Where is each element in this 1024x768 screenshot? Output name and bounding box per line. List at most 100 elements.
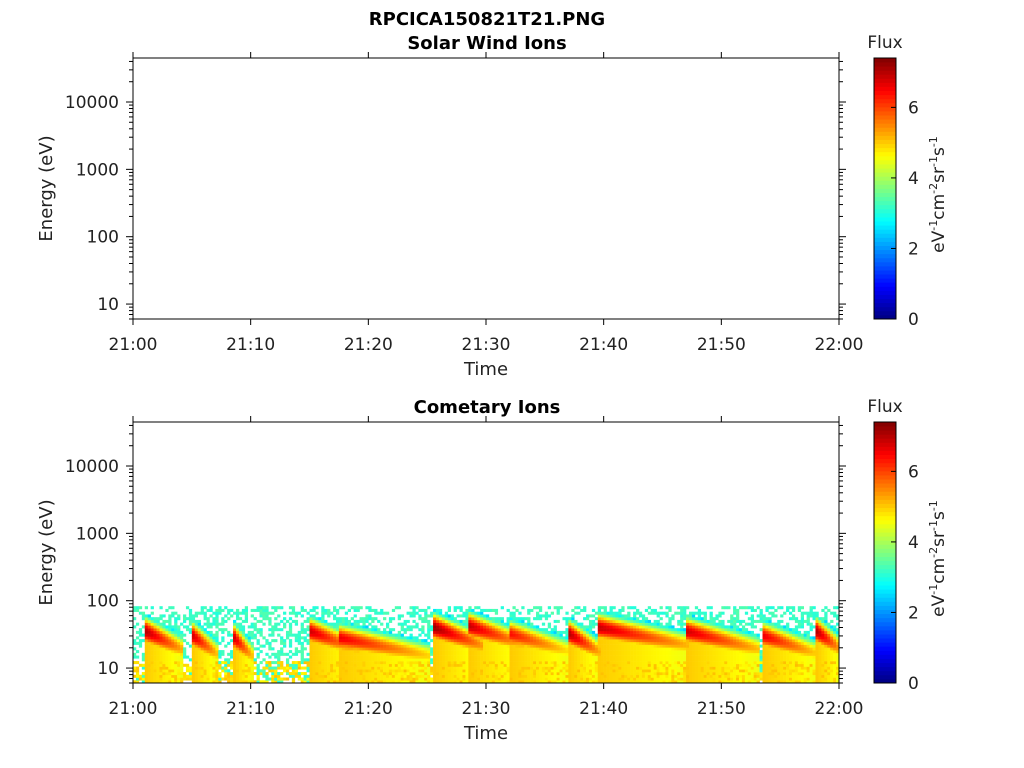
heatmap-cell [259,611,263,615]
heatmap-cell [430,677,434,681]
heatmap-cell [315,652,319,656]
heatmap-cell [686,628,690,632]
heatmap-cell [294,636,299,640]
heatmap-cell [153,680,157,684]
heatmap-cell [609,644,613,648]
heatmap-cell [391,663,396,667]
heatmap-cell [338,636,343,640]
heatmap-cell [591,677,596,681]
heatmap-cell [541,633,546,637]
heatmap-cell [580,622,584,626]
heatmap-cell [659,644,663,648]
heatmap-cell [586,617,590,621]
heatmap-cell [159,672,163,676]
heatmap-cell [527,641,531,645]
colorbar-swatch [874,204,896,210]
heatmap-cell [194,652,199,656]
heatmap-cell [238,639,243,643]
heatmap-cell [383,655,387,659]
heatmap-cell [612,666,616,670]
heatmap-cell [288,639,293,643]
heatmap-cell [362,650,366,654]
heatmap-cell [603,663,607,667]
heatmap-cell [715,614,719,618]
heatmap-cell [494,628,499,632]
heatmap-cell [662,647,666,651]
heatmap-cell [324,622,328,626]
heatmap-cell [718,633,722,637]
heatmap-cell [465,617,469,621]
heatmap-cell [215,636,219,640]
heatmap-cell [741,647,746,651]
heatmap-cell [241,633,246,637]
heatmap-cell [294,674,299,678]
heatmap-cell [588,636,593,640]
heatmap-cell [385,644,390,648]
heatmap-cell [609,625,613,629]
heatmap-cell [712,641,716,645]
heatmap-cell [591,636,596,640]
heatmap-cell [433,647,437,651]
heatmap-cell [230,661,234,665]
heatmap-cell [424,680,428,684]
heatmap-cell [306,658,310,662]
heatmap-cell [456,661,460,665]
heatmap-cell [688,639,693,643]
heatmap-cell [674,636,678,640]
heatmap-cell [683,614,687,618]
heatmap-cell [380,636,384,640]
heatmap-cell [315,639,319,643]
heatmap-cell [433,641,437,645]
heatmap-cell [285,636,290,640]
heatmap-cell [715,633,719,637]
heatmap-cell [335,619,340,623]
heatmap-cell [383,669,387,673]
heatmap-cell [688,650,693,654]
heatmap-cell [712,636,716,640]
heatmap-cell [406,669,410,673]
heatmap-cell [656,641,660,645]
heatmap-cell [394,677,399,681]
heatmap-cell [638,669,643,673]
heatmap-cell [721,611,725,615]
heatmap-cell [456,652,460,656]
heatmap-cell [241,672,246,676]
heatmap-cell [385,677,390,681]
heatmap-cell [697,608,702,612]
heatmap-cell [244,617,249,621]
heatmap-cell [571,666,575,670]
heatmap-cell [647,661,652,665]
heatmap-cell [650,641,654,645]
heatmap-cell [188,614,193,618]
heatmap-cell [250,630,254,634]
heatmap-cell [727,647,731,651]
heatmap-cell [218,628,222,632]
heatmap-cell [244,672,249,676]
heatmap-cell [747,647,752,651]
heatmap-cell [171,650,175,654]
heatmap-cell [309,639,313,643]
heatmap-cell [686,669,690,673]
heatmap-cell [147,617,151,621]
heatmap-cell [171,625,175,629]
heatmap-cell [341,630,346,634]
heatmap-cell [644,661,649,665]
heatmap-cell [206,663,210,667]
heatmap-cell [206,650,210,654]
heatmap-cell [518,663,522,667]
heatmap-cell [600,652,604,656]
colorbar-swatch [874,180,896,185]
heatmap-cell [697,663,702,667]
heatmap-cell [547,622,552,626]
heatmap-cell [353,661,357,665]
heatmap-cell [494,672,499,676]
heatmap-cell [550,680,554,684]
heatmap-cell [641,619,646,623]
heatmap-cell [153,647,157,651]
heatmap-cell [471,636,475,640]
heatmap-cell [165,666,169,670]
heatmap-cell [659,650,663,654]
heatmap-cell [686,674,690,678]
heatmap-cell [256,641,260,645]
heatmap-cell [650,663,654,667]
